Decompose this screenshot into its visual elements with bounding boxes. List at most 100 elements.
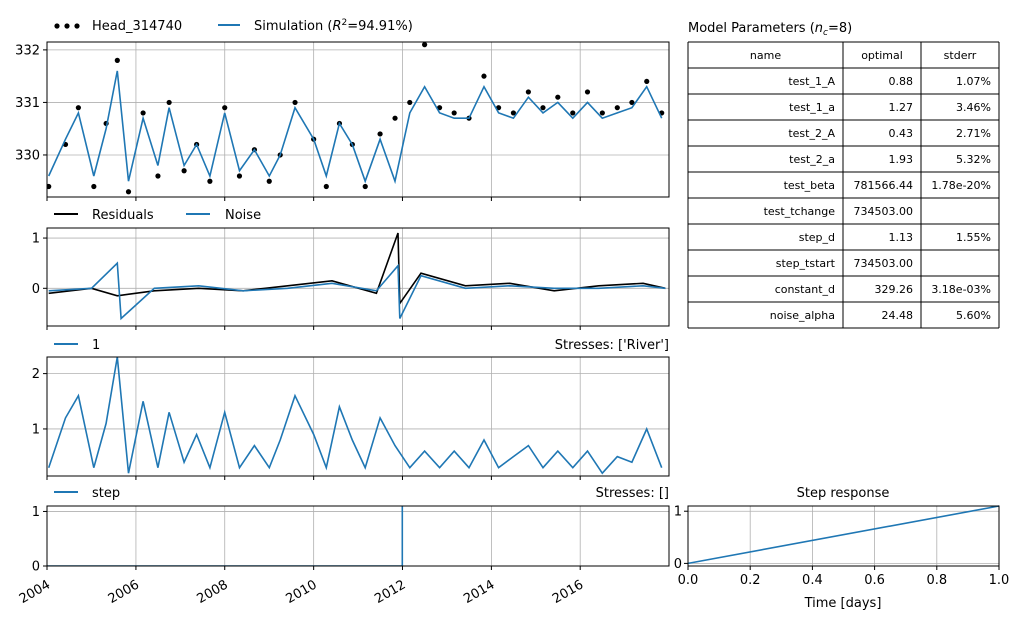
head-observation-point: [392, 115, 398, 121]
table-cell: 734503.00: [854, 205, 914, 218]
table-cell: 1.93: [889, 153, 914, 166]
river-legend: 1: [54, 338, 100, 353]
step-axes-frame: [46, 505, 670, 567]
legend-head-label: Head_314740: [92, 19, 182, 34]
residuals-axes-frame: [46, 227, 670, 327]
table-cell: 329.26: [875, 283, 914, 296]
head-observation-point: [222, 105, 228, 111]
step-legend: step: [54, 486, 120, 501]
head-observation-point: [266, 178, 272, 184]
river-y-ticks: 12: [32, 367, 47, 437]
table-cell: 3.18e-03%: [931, 283, 991, 296]
head-observation-point: [451, 110, 457, 116]
step-response-series: [687, 505, 1000, 565]
step-response-axes-frame: [687, 505, 1000, 567]
head-observation-point: [599, 110, 605, 116]
legend-noise-label: Noise: [225, 208, 261, 223]
table-header-cell: name: [750, 49, 781, 62]
step-y-ticks: 01: [32, 505, 47, 575]
x-tick-label: 0.0: [678, 573, 699, 588]
y-tick-label: 0: [674, 557, 682, 572]
legend-head-dot: [54, 23, 60, 29]
step-panel: step Stresses: [] 01 2004 2006 2008 2010 201…: [17, 486, 670, 607]
step-response-line: [687, 505, 1000, 565]
table-header-cell: optimal: [861, 49, 903, 62]
x-tick-label: 2004: [17, 577, 53, 607]
heads-series: [47, 42, 665, 195]
x-tick-label: 2010: [283, 577, 319, 607]
y-tick-label: 331: [15, 96, 40, 111]
y-tick-label: 2: [32, 367, 40, 382]
y-tick-label: 1: [674, 505, 682, 520]
head-observation-point: [323, 183, 329, 190]
heads-grid: [46, 42, 669, 201]
x-tick-label: 0.6: [864, 573, 885, 588]
step-response-x-label: Time [days]: [804, 596, 882, 611]
head-observation-point: [236, 173, 243, 179]
table-cell: 734503.00: [854, 257, 914, 270]
legend-residuals-label: Residuals: [92, 208, 154, 223]
table-cell: 0.43: [889, 127, 914, 140]
head-observation-point: [525, 89, 531, 95]
head-observation-point: [207, 178, 213, 184]
simulation-line: [47, 70, 663, 185]
y-tick-label: 1: [32, 232, 40, 247]
y-tick-label: 0: [32, 282, 40, 297]
head-observation-point: [166, 99, 172, 106]
river-panel: 1 Stresses: ['River'] 12: [32, 338, 670, 480]
head-observation-point: [407, 99, 413, 106]
x-tick-label: 2016: [550, 577, 586, 607]
head-observation-point: [114, 57, 120, 63]
residuals-legend: Residuals Noise: [54, 208, 261, 223]
y-tick-label: 0: [32, 560, 40, 575]
table-cell: constant_d: [775, 283, 835, 296]
head-observation-point: [292, 99, 298, 106]
residuals-panel: Residuals Noise 01: [32, 208, 670, 330]
x-tick-label: 2008: [195, 577, 231, 607]
residuals-series: [48, 232, 666, 321]
heads-legend: Head_314740 Simulation (R2=94.91%): [54, 18, 413, 34]
x-tick-label: 1.0: [989, 573, 1010, 588]
table-cell: test_1_A: [788, 75, 835, 88]
head-observation-point: [481, 73, 487, 79]
table-cell: 781566.44: [854, 179, 914, 192]
table-cell: test_beta: [784, 179, 835, 192]
head-observation-point: [510, 110, 517, 116]
head-observation-point: [614, 105, 620, 111]
table-cell: 3.46%: [956, 101, 991, 114]
table-cell: 1.07%: [956, 75, 991, 88]
table-cell: 1.27: [889, 101, 914, 114]
river-grid: [46, 357, 669, 480]
y-tick-label: 332: [15, 43, 40, 58]
table-cell: 1.78e-20%: [931, 179, 991, 192]
x-tick-label: 0.8: [926, 573, 947, 588]
residuals-y-ticks: 01: [32, 232, 47, 297]
heads-y-ticks: 330 331 332: [15, 43, 47, 163]
x-tick-label: 0.4: [802, 573, 823, 588]
table-cell: step_d: [799, 231, 835, 244]
head-observation-point: [629, 99, 635, 106]
step-line: [47, 506, 404, 566]
step-series: [47, 506, 404, 566]
y-tick-label: 330: [15, 148, 40, 163]
date-x-ticks: 2004 2006 2008 2010 2012 2014 2016: [17, 577, 586, 607]
river-series: [47, 357, 663, 475]
head-observation-point: [91, 183, 97, 190]
legend-head-dot: [74, 23, 80, 29]
1-line: [47, 357, 663, 475]
noise-line: [48, 261, 666, 321]
legend-river-label: 1: [92, 338, 100, 353]
step-stresses-title: Stresses: []: [596, 486, 669, 501]
y-tick-label: 1: [32, 422, 40, 437]
step-response-title: Step response: [797, 486, 890, 501]
step-response-y-ticks: 01: [674, 505, 688, 572]
table-cell: 5.60%: [956, 309, 991, 322]
table-cell: test_tchange: [764, 205, 836, 218]
x-tick-label: 0.2: [740, 573, 761, 588]
step-response-x-ticks: 0.0 0.2 0.4 0.6 0.8 1.0: [678, 566, 1010, 588]
head-observation-point: [555, 94, 561, 100]
river-axes-frame: [46, 356, 670, 477]
parameters-table: Model Parameters (nc=8) name optimal stder…: [687, 21, 1000, 329]
table-cell: noise_alpha: [770, 309, 835, 322]
